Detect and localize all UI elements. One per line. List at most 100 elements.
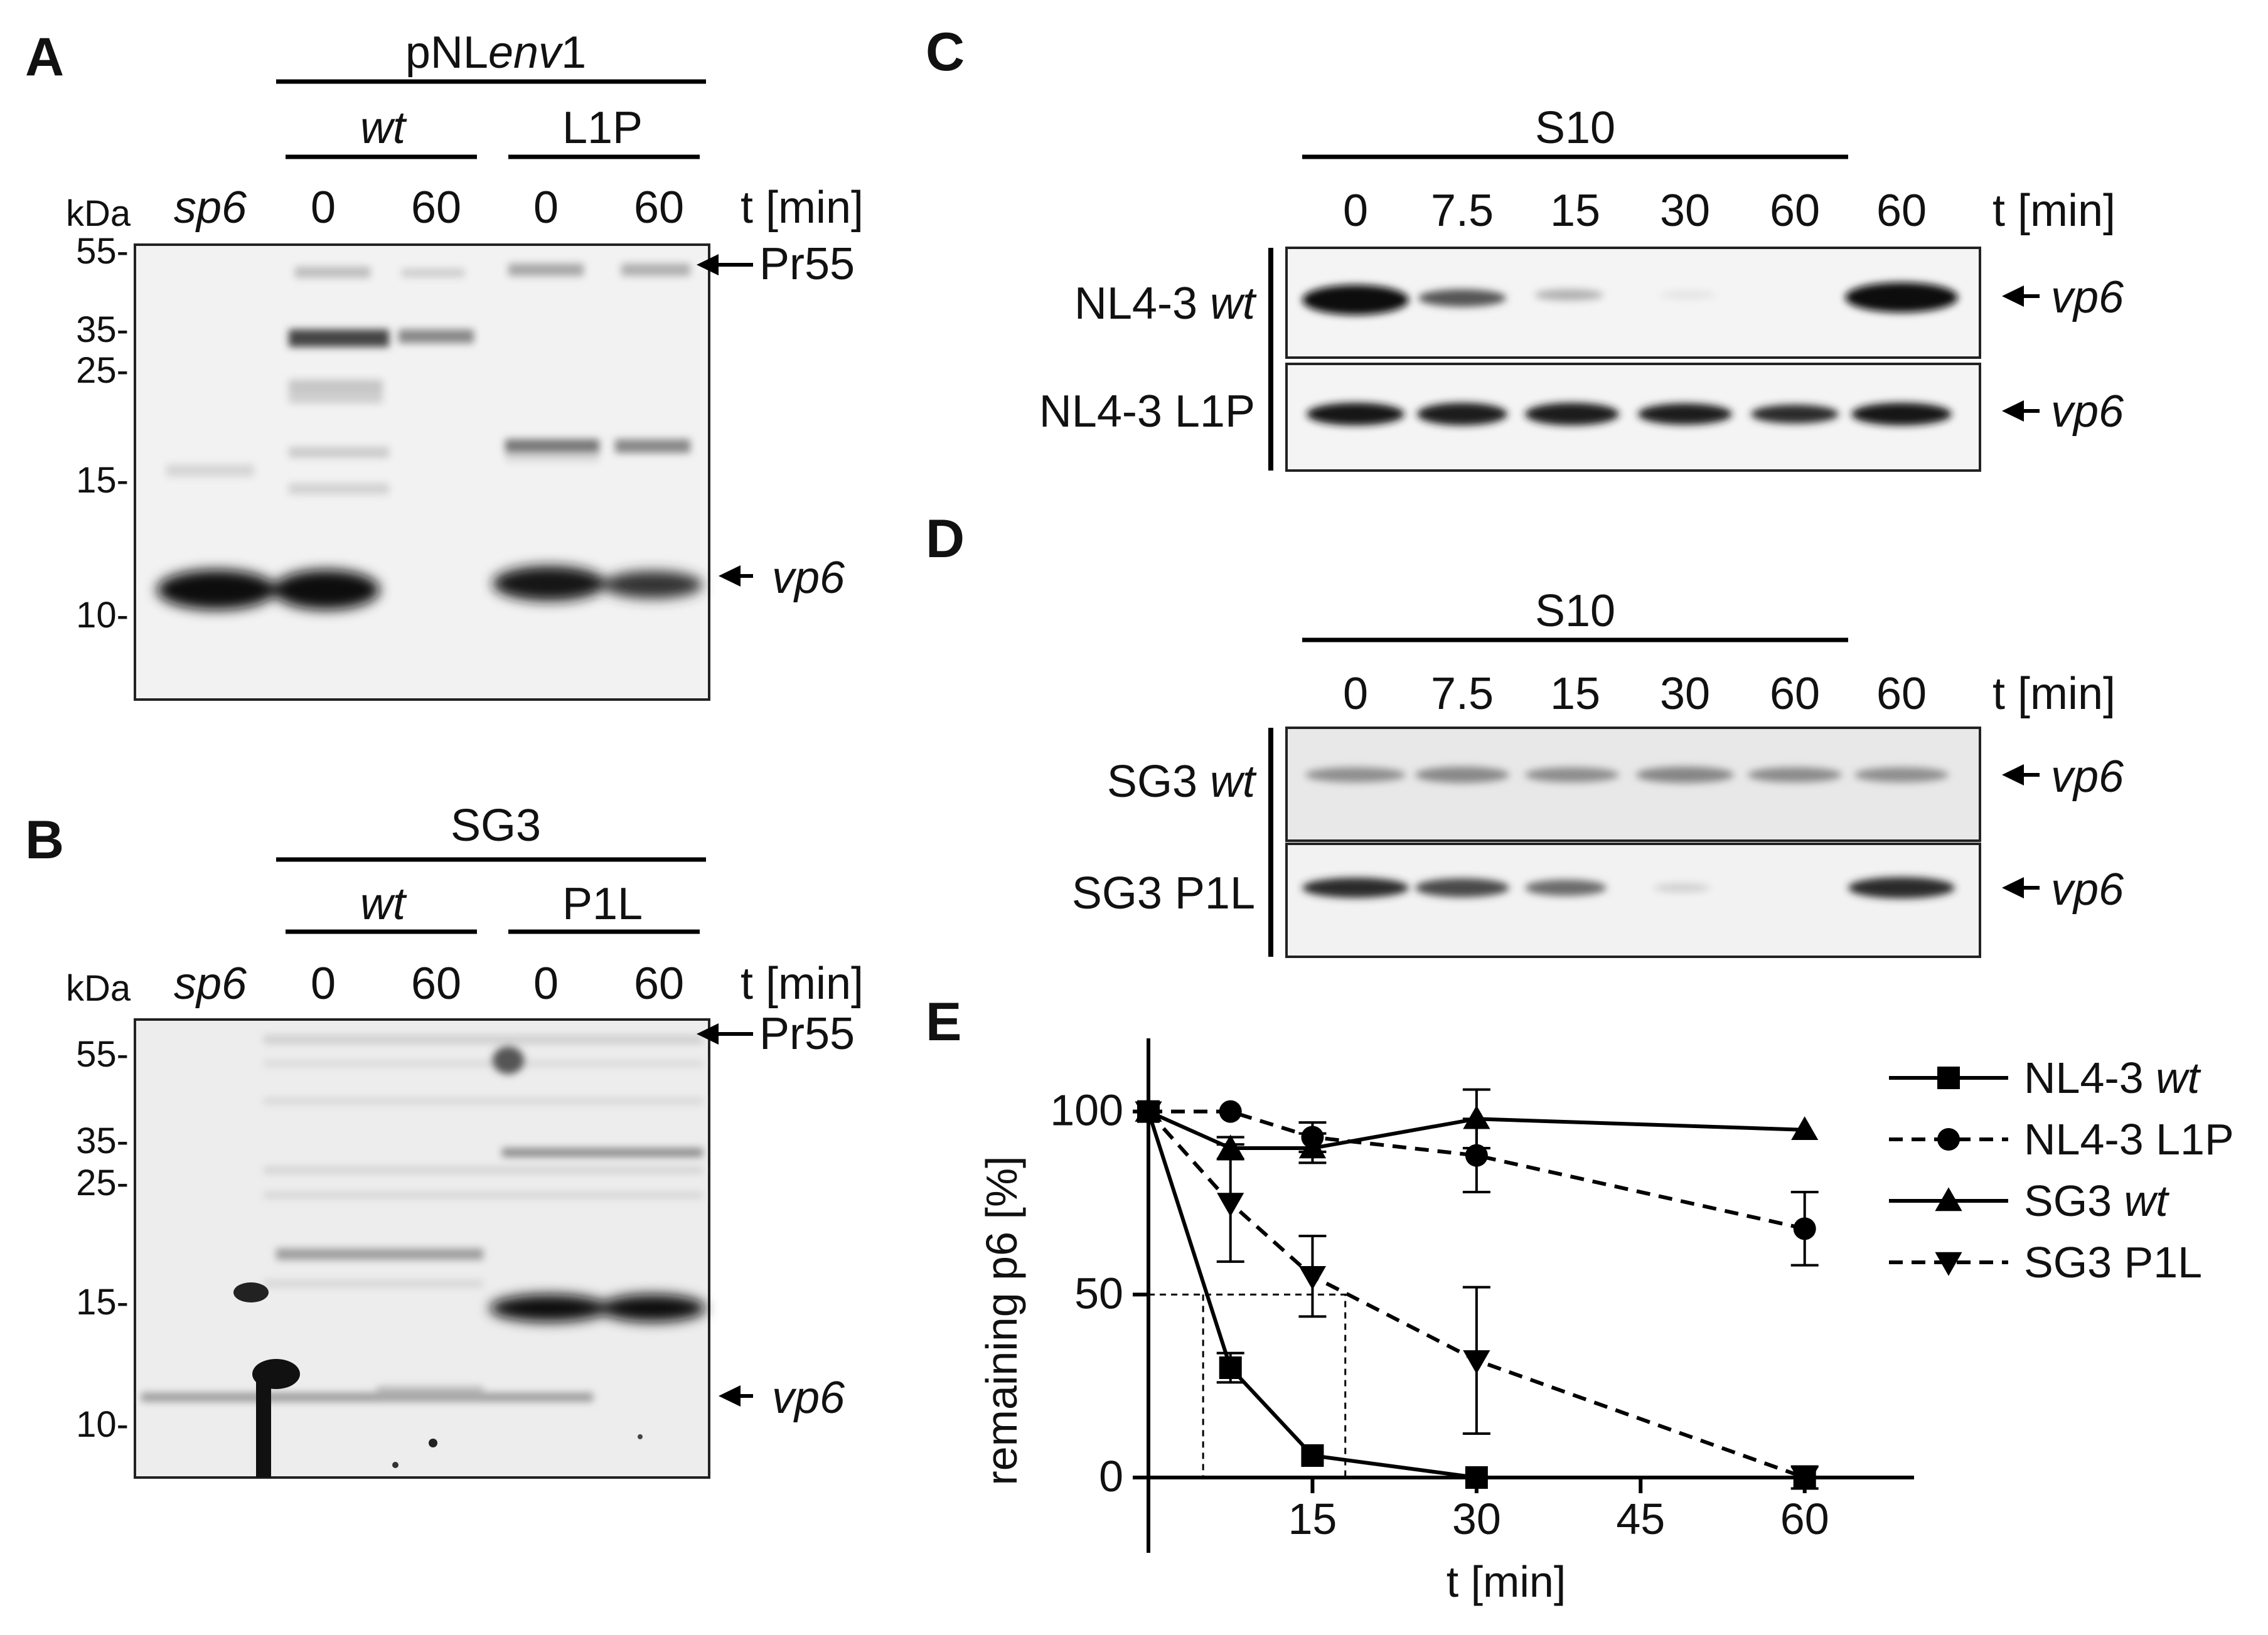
panel-d-lane-1: 0 xyxy=(1343,669,1368,719)
panel-d-blot-2 xyxy=(1285,843,1981,958)
panel-a: A pNLenv1 wt L1P kDa sp6 0 60 0 60 t [mi… xyxy=(25,27,864,701)
panel-c-lane-5: 60 xyxy=(1770,186,1820,236)
panel-b-bands xyxy=(141,1035,703,1402)
panel-a-lane-2: 60 xyxy=(411,183,461,233)
panel-c-bands-2 xyxy=(1307,403,1952,425)
panel-a-group1: wt xyxy=(360,103,407,153)
panel-c: C S10 0 7.5 15 30 60 60 t [min] NL4-3 wt… xyxy=(926,22,2124,472)
data-point-2 xyxy=(1463,1105,1490,1129)
panel-d-lane-5: 60 xyxy=(1770,669,1820,719)
panel-b-construct: SG3 xyxy=(451,801,541,851)
x-tick-label: 15 xyxy=(1288,1494,1337,1543)
legend-label-0: NL4-3 wt xyxy=(2024,1053,2201,1102)
panel-d-bands-2 xyxy=(1302,877,1955,898)
panel-b-marker-15: 15- xyxy=(76,1282,129,1323)
panel-b-group2: P1L xyxy=(562,879,643,929)
panel-a-kda: kDa xyxy=(66,193,131,234)
data-point-3 xyxy=(1135,1101,1162,1126)
panel-a-bands xyxy=(166,264,690,494)
x-tick-label: 60 xyxy=(1780,1494,1829,1543)
panel-a-arrow-vp6: vp6 xyxy=(719,553,845,603)
data-point-1 xyxy=(1219,1100,1242,1123)
x-tick-label: 30 xyxy=(1452,1494,1501,1543)
panel-b-lane-1: 0 xyxy=(311,959,336,1009)
panel-a-time-label: t [min] xyxy=(741,183,864,233)
panel-c-row1: NL4-3 wt xyxy=(1074,279,1257,329)
legend-label-2: SG3 wt xyxy=(2024,1176,2169,1225)
panel-a-lane-4: 60 xyxy=(634,183,684,233)
data-point-0 xyxy=(1219,1356,1242,1379)
panel-b-arrow-pr55: Pr55 xyxy=(697,1009,855,1059)
reference-line-upper xyxy=(1148,1293,1347,1478)
panel-c-time-label: t [min] xyxy=(1993,186,2116,236)
panel-a-marker-55: 55- xyxy=(76,231,129,272)
svg-text:vp6: vp6 xyxy=(2051,386,2124,437)
panel-b-time-label: t [min] xyxy=(741,959,864,1009)
panel-a-marker-15: 15- xyxy=(76,460,129,501)
panel-c-lane-2: 7.5 xyxy=(1431,186,1494,236)
panel-b-kda: kDa xyxy=(66,968,131,1009)
svg-text:vp6: vp6 xyxy=(2051,752,2124,802)
svg-text:vp6: vp6 xyxy=(2051,865,2124,915)
panel-e-label: E xyxy=(926,992,961,1052)
legend-marker-2 xyxy=(1935,1187,1962,1212)
panel-d-time-label: t [min] xyxy=(1993,669,2116,719)
panel-b-lane-2: 60 xyxy=(411,959,461,1009)
panel-d-label: D xyxy=(926,509,965,569)
svg-text:vp6: vp6 xyxy=(772,553,845,603)
legend-label-3: SG3 P1L xyxy=(2024,1238,2202,1287)
panel-b-p15-bands xyxy=(489,1294,706,1322)
panel-a-sp6: sp6 xyxy=(174,183,247,233)
panel-d-arrow-vp6-2: vp6 xyxy=(2002,865,2124,915)
panel-b-marker-25: 25- xyxy=(76,1163,129,1203)
panel-d-lane-2: 7.5 xyxy=(1431,669,1494,719)
panel-d-bands-1 xyxy=(1305,767,1949,783)
data-point-3 xyxy=(1298,1265,1327,1290)
panel-a-lane-1: 0 xyxy=(311,183,336,233)
chart-e: 0 50 100 15 30 45 60 t [min] remaining p6 [%] NL4… xyxy=(977,1038,2234,1606)
panel-c-label: C xyxy=(926,22,965,82)
data-point-3 xyxy=(1791,1467,1819,1491)
svg-text:vp6: vp6 xyxy=(2051,272,2124,322)
panel-a-marker-25: 25- xyxy=(76,350,129,391)
panel-b-lane-3: 0 xyxy=(533,959,559,1009)
svg-text:Pr55: Pr55 xyxy=(759,239,855,289)
data-point-0 xyxy=(1301,1444,1324,1467)
panel-d-row1: SG3 wt xyxy=(1107,757,1257,807)
svg-text:vp6: vp6 xyxy=(772,1373,845,1423)
data-point-3 xyxy=(1463,1350,1490,1374)
panel-a-marker-35: 35- xyxy=(76,309,129,350)
panel-d-arrow-vp6-1: vp6 xyxy=(2002,752,2124,802)
panel-a-label: A xyxy=(25,27,64,87)
legend-marker-3 xyxy=(1935,1252,1962,1276)
y-axis-label: remaining p6 [%] xyxy=(977,1156,1026,1485)
panel-d-lane-6: 60 xyxy=(1876,669,1927,719)
panel-a-group2: L1P xyxy=(562,103,643,153)
panel-b-marker-35: 35- xyxy=(76,1121,129,1161)
panel-c-lane-3: 15 xyxy=(1550,186,1600,236)
data-point-2 xyxy=(1791,1116,1819,1141)
panel-b-arrow-vp6: vp6 xyxy=(719,1373,845,1423)
y-tick-label: 100 xyxy=(1050,1086,1123,1135)
y-tick-label: 0 xyxy=(1099,1452,1123,1501)
panel-b-artifacts xyxy=(233,1047,643,1478)
panel-a-vp6-bands xyxy=(157,566,703,610)
panel-d-row2: SG3 P1L xyxy=(1072,868,1255,919)
panel-d: D S10 0 7.5 15 30 60 60 t [min] SG3 wt S… xyxy=(926,509,2124,958)
data-point-3 xyxy=(1217,1193,1244,1217)
legend-label-1: NL4-3 L1P xyxy=(2024,1115,2234,1164)
panel-c-arrow-vp6-2: vp6 xyxy=(2002,386,2124,437)
panel-a-arrow-pr55: Pr55 xyxy=(697,239,855,289)
panel-c-bands-1 xyxy=(1302,282,1958,315)
panel-d-fraction: S10 xyxy=(1535,586,1615,636)
data-point-1 xyxy=(1465,1144,1488,1167)
panel-e: E 0 50 100 15 30 45 60 t [min] remaining p6 [%] N… xyxy=(926,992,2234,1606)
panel-a-lane-3: 0 xyxy=(533,183,559,233)
y-tick-label: 50 xyxy=(1074,1269,1123,1318)
svg-text:Pr55: Pr55 xyxy=(759,1009,855,1059)
panel-c-lane-6: 60 xyxy=(1876,186,1927,236)
data-point-1 xyxy=(1793,1217,1816,1240)
panel-b-label: B xyxy=(25,810,64,870)
x-tick-label: 45 xyxy=(1616,1494,1665,1543)
